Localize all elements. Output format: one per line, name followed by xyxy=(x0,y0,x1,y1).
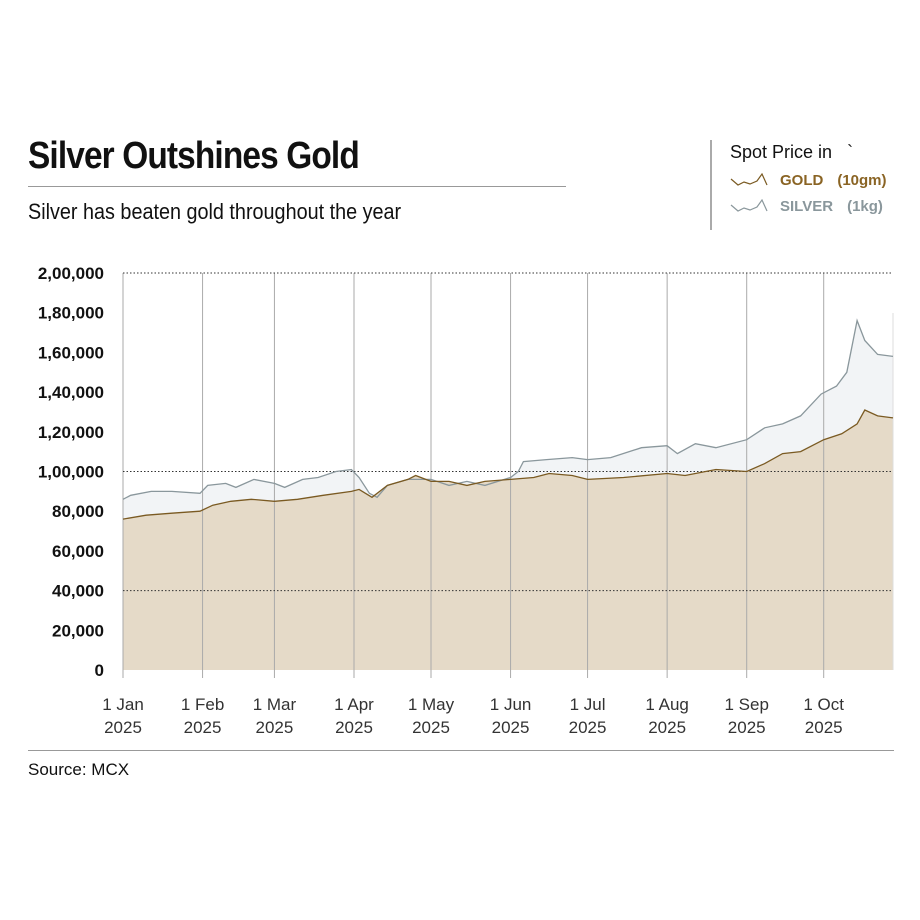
chart-subtitle: Silver has beaten gold throughout the ye… xyxy=(28,199,402,224)
y-tick-label: 1,60,000 xyxy=(38,343,104,362)
y-tick-label: 40,000 xyxy=(52,582,104,601)
x-tick-label: 1 Mar xyxy=(253,695,297,714)
y-tick-label: 1,00,000 xyxy=(38,463,104,482)
x-tick-year: 2025 xyxy=(412,718,450,737)
y-tick-label: 80,000 xyxy=(52,502,104,521)
x-tick-label: 1 Aug xyxy=(645,695,689,714)
legend-item-silver: SILVER (1kg) xyxy=(730,198,887,215)
x-tick-label: 1 Jun xyxy=(490,695,532,714)
gold-line xyxy=(122,409,894,520)
x-tick-label: 1 Apr xyxy=(334,695,374,714)
x-tick-label: 1 Feb xyxy=(181,695,224,714)
footer-divider xyxy=(28,750,894,751)
x-tick-label: 1 Oct xyxy=(803,695,844,714)
x-tick-year: 2025 xyxy=(335,718,373,737)
x-tick-year: 2025 xyxy=(256,718,294,737)
x-tick-label: 1 Jan xyxy=(102,695,144,714)
source-note: Source: MCX xyxy=(28,760,130,779)
y-tick-label: 1,80,000 xyxy=(38,304,104,323)
y-tick-label: 2,00,000 xyxy=(38,264,104,283)
silver-line xyxy=(122,318,894,500)
y-tick-label: 60,000 xyxy=(52,542,104,561)
x-tick-year: 2025 xyxy=(569,718,607,737)
x-tick-label: 1 May xyxy=(408,695,455,714)
x-tick-year: 2025 xyxy=(184,718,222,737)
x-tick-year: 2025 xyxy=(648,718,686,737)
legend-item-gold: GOLD (10gm) xyxy=(730,172,887,189)
x-tick-label: 1 Sep xyxy=(724,695,768,714)
silver-line-icon xyxy=(730,198,768,212)
y-tick-label: 0 xyxy=(95,661,104,680)
y-tick-label: 1,40,000 xyxy=(38,383,104,402)
currency-symbol: ` xyxy=(847,142,854,162)
y-tick-label: 20,000 xyxy=(52,621,104,640)
y-tick-label: 1,20,000 xyxy=(38,423,104,442)
gold-line-icon xyxy=(730,172,768,186)
x-tick-year: 2025 xyxy=(728,718,766,737)
gold-area xyxy=(123,410,893,670)
legend-heading: Spot Price in ` xyxy=(730,142,854,162)
title-divider xyxy=(28,186,566,187)
x-tick-year: 2025 xyxy=(492,718,530,737)
legend: Spot Price in ` GOLD (10gm) SILVER (1kg) xyxy=(710,140,887,230)
x-tick-label: 1 Jul xyxy=(570,695,606,714)
x-tick-year: 2025 xyxy=(805,718,843,737)
area-chart: 1 Jan 2025 1 Feb 2025 1 Mar 2025 1 Apr 2025 1 Ma… xyxy=(38,264,894,737)
x-tick-year: 2025 xyxy=(104,718,142,737)
chart-title: Silver Outshines Gold xyxy=(28,135,360,177)
